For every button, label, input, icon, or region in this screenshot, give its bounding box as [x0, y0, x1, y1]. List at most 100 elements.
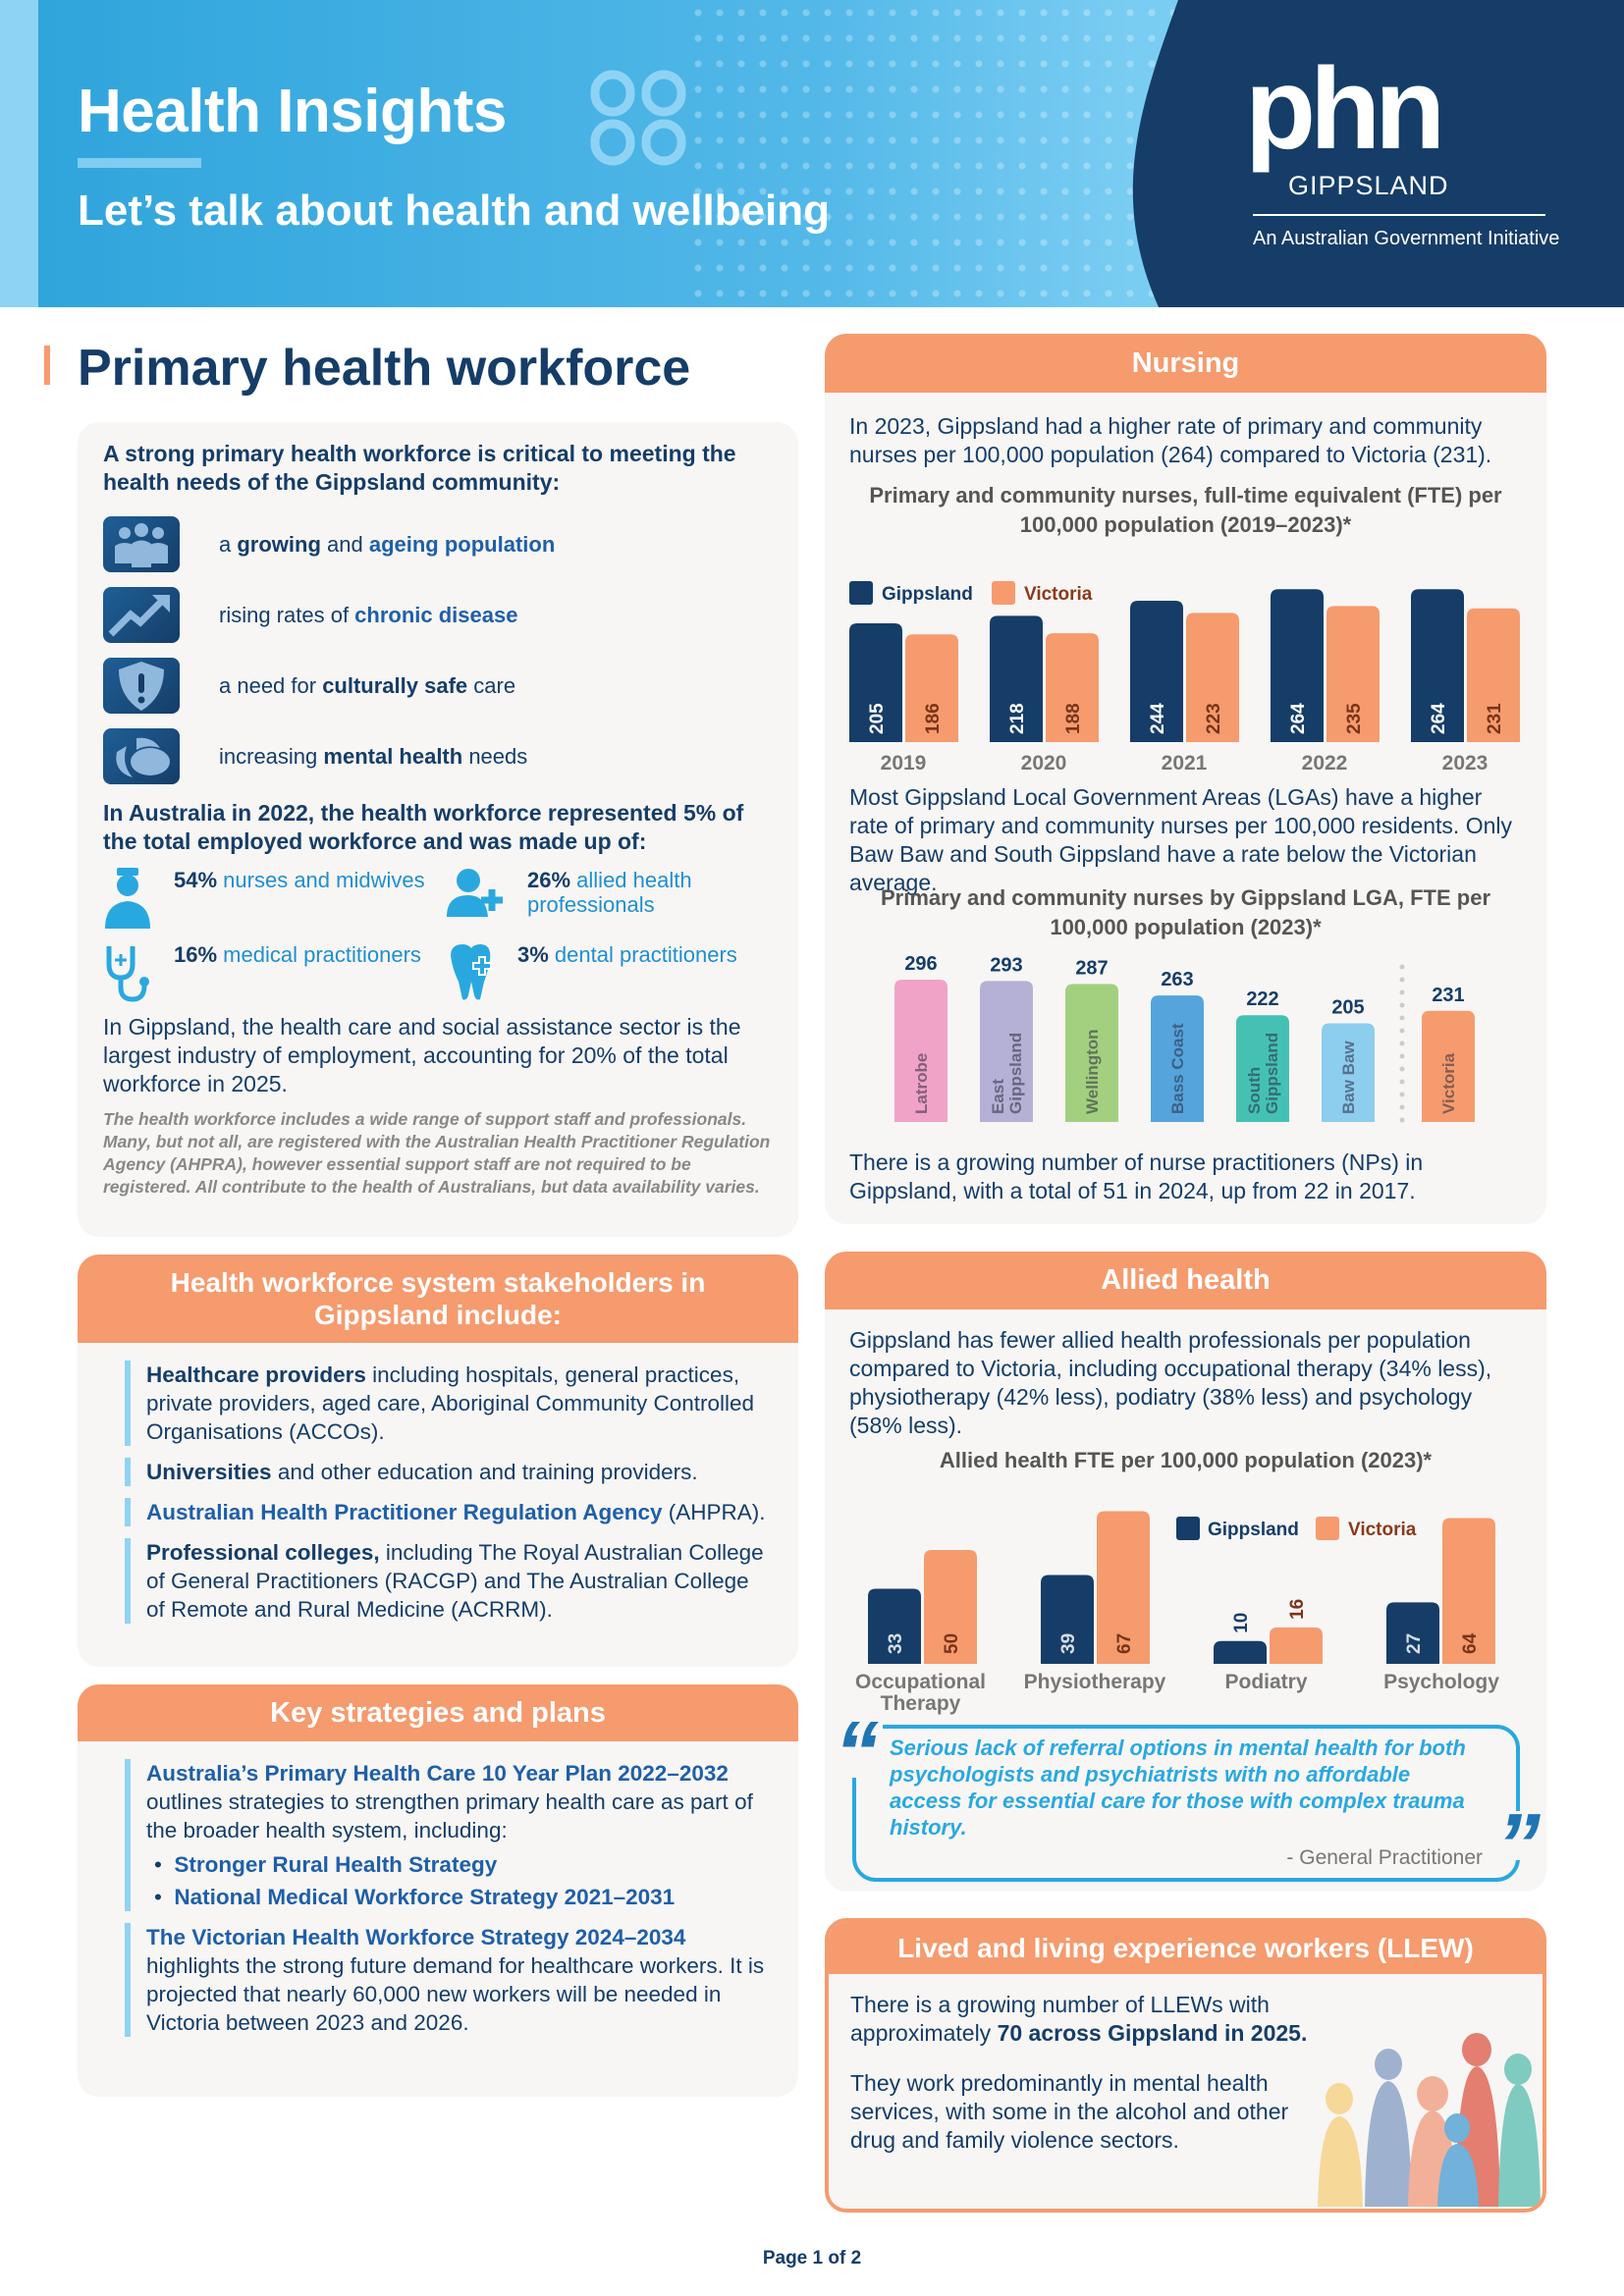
bar-value: 64: [1460, 1632, 1481, 1654]
stat-pct: 16%: [174, 942, 218, 967]
bar-lga: [1151, 995, 1204, 1122]
plan1-bullet: • Stronger Rural Health Strategy: [154, 1852, 498, 1877]
bar-gippsland: [1214, 1640, 1267, 1664]
bar-lga: [980, 981, 1033, 1122]
x-tick-label: 2020: [1021, 752, 1067, 774]
legend-swatch-victoria: [992, 581, 1015, 605]
stakeholders-title: Health workforce system stakeholders in …: [78, 1255, 798, 1343]
stakeholders-list: Healthcare providers including hospitals…: [78, 1343, 798, 1624]
x-tick-label: 2022: [1302, 752, 1348, 774]
stethoscope-icon: [106, 946, 149, 1002]
bar-value: 33: [886, 1633, 906, 1654]
text-segment: There is a growing number of LLEWs with …: [850, 1992, 1270, 2046]
logo-tagline: An Australian Government Initiative: [1253, 228, 1560, 249]
divider-dot: [1399, 1002, 1405, 1008]
bar-victoria: [1046, 633, 1099, 742]
bar-value: 188: [1063, 703, 1084, 734]
logo-divider: [1253, 214, 1545, 216]
bar-value: 186: [923, 703, 944, 734]
section-title: Primary health workforce: [78, 340, 691, 397]
divider-dot: [1399, 1104, 1405, 1110]
bar-victoria: [1326, 606, 1380, 742]
logo-region: GIPPSLAND: [1288, 171, 1449, 200]
stat-label: nurses and midwives: [223, 868, 425, 892]
quote-box: [852, 1725, 1520, 1882]
x-tick-label: Physiotherapy: [1023, 1671, 1166, 1693]
bar-value: 67: [1114, 1633, 1135, 1654]
bar-lga: [1422, 1010, 1475, 1122]
need-item: a growing and ageing population: [103, 516, 773, 572]
page-number: Page 1 of 2: [762, 2248, 862, 2269]
bar-category-label: South: [1245, 1067, 1264, 1114]
bar-value: 205: [1331, 997, 1364, 1019]
bar-gippsland: [1041, 1575, 1094, 1664]
bar-victoria: [1186, 613, 1239, 742]
bullet-text: National Medical Workforce Strategy 2021…: [174, 1885, 676, 1909]
divider-dot: [1399, 1053, 1405, 1059]
stat-pct: 26%: [527, 868, 571, 892]
stat-allied: 26% allied health professionals: [447, 868, 773, 929]
person-plus-icon: [447, 869, 503, 917]
bullet-text: Stronger Rural Health Strategy: [174, 1852, 498, 1877]
bar-category-label: Latrobe: [912, 1053, 931, 1114]
x-tick-label: 2019: [881, 752, 927, 774]
people-group-icon: [103, 516, 180, 572]
legend-swatch-victoria: [1316, 1517, 1339, 1540]
strategies-card: Key strategies and plans Australia’s Pri…: [78, 1684, 798, 2097]
bar-value: 264: [1288, 703, 1309, 734]
navy-curve-shape: [1132, 0, 1624, 307]
bar-value: 244: [1148, 703, 1168, 734]
stat-pct: 3%: [517, 942, 549, 967]
quote-author: - General Practitioner: [1286, 1846, 1483, 1869]
allied-card: Allied health Gippsland has fewer allied…: [825, 1252, 1546, 1892]
divider-dot: [1399, 989, 1405, 995]
llew-title: Lived and living experience workers (LLE…: [829, 1922, 1543, 1974]
plan2-text: highlights the strong future demand for …: [146, 1953, 765, 2035]
legend-label: Victoria: [1348, 1520, 1417, 1540]
bar-category-label: East: [989, 1079, 1007, 1114]
stat-nurses: 54% nurses and midwives: [103, 868, 447, 929]
llew-text-1: There is a growing number of LLEWs with …: [850, 1991, 1322, 2048]
nurses-fte-chart: Gippsland Victoria 205 186 2019 218 188 2020 244…: [849, 581, 1520, 774]
llew-card: Lived and living experience workers (LLE…: [825, 1918, 1546, 2213]
text-segment: Universities: [146, 1460, 272, 1484]
bar-category-label: Bass Coast: [1168, 1023, 1187, 1114]
nursing-card: Nursing In 2023, Gippsland had a higher …: [825, 334, 1546, 1224]
bar-value: 222: [1246, 988, 1278, 1010]
need-item: a need for culturally safe care: [103, 658, 773, 714]
text-segment: mental health: [323, 743, 463, 769]
people-illustration: [1318, 2033, 1541, 2207]
need-text: increasing mental health needs: [219, 744, 527, 770]
stakeholders-card: Health workforce system stakeholders in …: [78, 1255, 798, 1667]
bar-value: 235: [1344, 703, 1365, 734]
text-segment: and: [320, 531, 369, 557]
bar-category-label: Baw Baw: [1339, 1041, 1358, 1114]
plan1-title: Australia’s Primary Health Care 10 Year …: [146, 1761, 729, 1786]
bar-value: 263: [1161, 969, 1193, 990]
leaves-icon: [103, 728, 180, 784]
chart3-title: Allied health FTE per 100,000 population…: [939, 1448, 1433, 1472]
divider-dot: [1399, 964, 1405, 970]
bar-gippsland: [990, 615, 1043, 742]
stakeholder-item: Healthcare providers including hospitals…: [125, 1361, 773, 1446]
bar-victoria: [1467, 608, 1520, 742]
bar-value: 205: [867, 703, 888, 734]
text-segment: chronic disease: [354, 602, 518, 627]
bar-value: 27: [1404, 1633, 1425, 1654]
close-quote-icon: ”: [1492, 1801, 1544, 1890]
text-segment: Australian Health Practitioner Regulatio…: [146, 1500, 663, 1524]
bar-category-label: Wellington: [1083, 1029, 1102, 1114]
legend-swatch-gippsland: [849, 581, 873, 605]
shield-alert-icon: [103, 658, 180, 714]
allied-chart: Gippsland Victoria 33 50 39 67 10 16 27 64: [868, 1511, 1495, 1664]
bar-lga: [1236, 1015, 1289, 1122]
allied-title: Allied health: [825, 1252, 1546, 1309]
tooth-icon: [451, 944, 492, 1000]
allied-x-labels: Occupational Therapy Physiotherapy Podia…: [825, 1672, 1546, 1717]
text-segment: Healthcare providers: [146, 1362, 366, 1387]
workforce-card: A strong primary health workforce is cri…: [78, 422, 798, 1237]
text-segment: ageing population: [368, 531, 556, 557]
header-subtitle: Let’s talk about health and wellbeing: [78, 187, 831, 235]
text-segment: rising rates of: [219, 602, 355, 627]
chart1-title: Primary and community nurses, full-time …: [869, 483, 1502, 537]
